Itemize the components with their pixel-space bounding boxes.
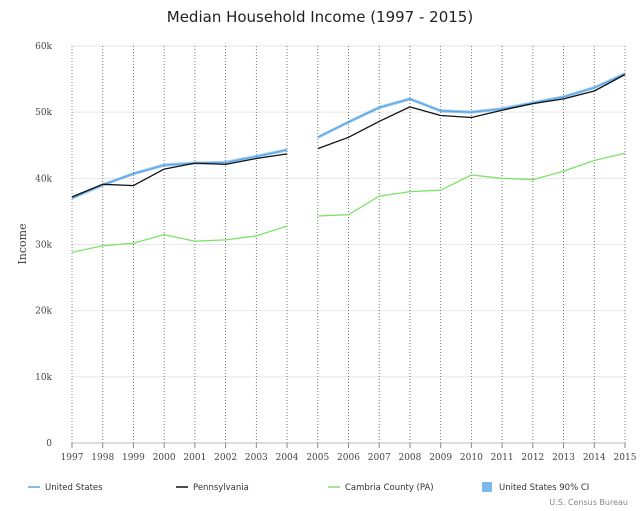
y-tick-label: 60k bbox=[35, 42, 52, 52]
x-tick-label: 2005 bbox=[306, 453, 329, 463]
series-line-pennsylvania bbox=[317, 73, 626, 150]
y-tick-label: 30k bbox=[35, 241, 52, 251]
x-tick-label: 2014 bbox=[583, 453, 606, 463]
series-lines bbox=[71, 73, 626, 254]
legend: United States Pennsylvania Cambria County … bbox=[28, 482, 589, 493]
x-tick-label: 2004 bbox=[276, 453, 299, 463]
y-tick-label: 20k bbox=[35, 307, 52, 317]
x-tick-label: 2008 bbox=[398, 453, 421, 463]
legend-swatch-ci bbox=[482, 482, 492, 492]
x-tick-label: 2000 bbox=[153, 453, 176, 463]
x-tick-label: 2006 bbox=[337, 453, 360, 463]
x-tick-label: 1998 bbox=[91, 453, 114, 463]
x-tick-label: 2011 bbox=[491, 453, 514, 463]
series-line-cambria-county-pa bbox=[71, 225, 288, 254]
series-line-united-states bbox=[317, 73, 626, 138]
legend-label-ci: United States 90% CI bbox=[499, 483, 589, 493]
series-line-pennsylvania bbox=[71, 153, 288, 198]
x-tick-label: 2003 bbox=[245, 453, 268, 463]
series-line-cambria-county-pa bbox=[317, 152, 626, 217]
x-tick-label: 2007 bbox=[368, 453, 391, 463]
legend-label-pennsylvania: Pennsylvania bbox=[193, 483, 249, 493]
x-tick-label: 2015 bbox=[614, 453, 637, 463]
x-tick-label: 2012 bbox=[521, 453, 544, 463]
x-tick-label: 2001 bbox=[183, 453, 206, 463]
x-tick-label: 2010 bbox=[460, 453, 483, 463]
legend-label-united-states: United States bbox=[45, 483, 103, 493]
series-line-united-states bbox=[71, 149, 288, 199]
x-tick-label: 1997 bbox=[61, 453, 84, 463]
y-tick-label: 40k bbox=[35, 174, 52, 184]
y-tick-label: 50k bbox=[35, 108, 52, 118]
x-tick-label: 2013 bbox=[552, 453, 575, 463]
x-tick-label: 2002 bbox=[214, 453, 237, 463]
y-tick-label: 10k bbox=[35, 373, 52, 383]
ci-band-segment bbox=[72, 148, 288, 200]
chart-title: Median Household Income (1997 - 2015) bbox=[167, 8, 473, 26]
x-tick-label: 2009 bbox=[429, 453, 452, 463]
grid-lines bbox=[71, 45, 626, 448]
legend-label-cambria-county-pa: Cambria County (PA) bbox=[345, 483, 434, 493]
source-credit: U.S. Census Bureau bbox=[549, 498, 628, 507]
y-tick-label: 0 bbox=[46, 439, 52, 449]
y-axis-label: Income bbox=[16, 223, 29, 264]
x-tick-label: 1999 bbox=[122, 453, 145, 463]
axis-ticks: 0 10k 20k 30k 40k 50k 60k 1997 1998 1999 2000 2001 2… bbox=[35, 42, 637, 463]
